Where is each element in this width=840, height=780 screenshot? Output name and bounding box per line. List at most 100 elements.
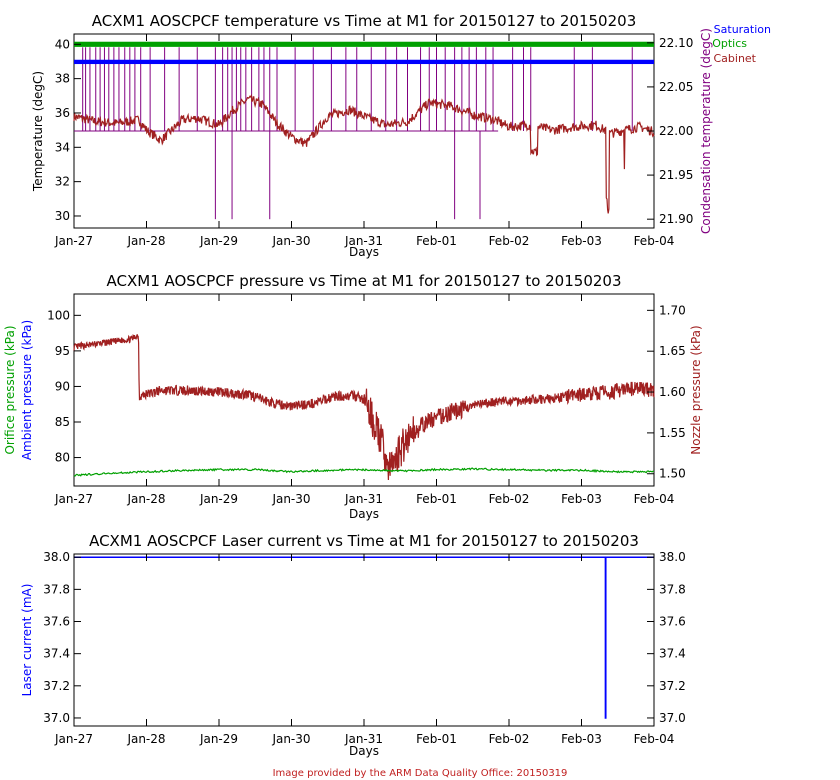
x-tick-label: Feb-03 <box>561 732 602 746</box>
laser-y-ticks-right: 37.0 37.2 37.4 37.6 37.8 38.0 <box>647 550 686 725</box>
x-tick-label: Jan-29 <box>199 234 238 248</box>
y-tick-label-right: 21.90 <box>659 212 693 226</box>
x-tick-label: Jan-28 <box>126 732 165 746</box>
x-tick-label: Feb-04 <box>634 492 675 506</box>
x-tick-label: Jan-30 <box>271 234 310 248</box>
pressure-y-ticks-right: 1.50 1.55 1.60 1.65 1.70 <box>647 303 686 481</box>
y-tick-label-left: 80 <box>55 451 70 465</box>
y-tick-label-left: 90 <box>55 379 70 393</box>
pressure-x-ticks: Jan-27 Jan-28 Jan-29 Jan-30 Jan-31 Feb-01 Feb-… <box>54 294 674 506</box>
pressure-title: ACXM1 AOSCPCF pressure vs Time at M1 for… <box>107 272 622 290</box>
cabinet-line <box>73 93 655 214</box>
laser-title: ACXM1 AOSCPCF Laser current vs Time at M… <box>89 532 639 550</box>
y-tick-label-right: 1.65 <box>659 344 686 358</box>
footer-credit: Image provided by the ARM Data Quality O… <box>273 768 568 779</box>
y-tick-label-right: 37.6 <box>659 615 686 629</box>
pressure-x-label: Days <box>349 507 379 521</box>
temperature-title: ACXM1 AOSCPCF temperature vs Time at M1 … <box>92 12 636 30</box>
y-tick-label-right: 37.0 <box>659 711 686 725</box>
y-tick-label-left: 37.8 <box>43 582 70 596</box>
x-tick-label: Jan-30 <box>271 732 310 746</box>
y-tick-label-left: 37.4 <box>43 647 70 661</box>
x-tick-label: Feb-04 <box>634 234 675 248</box>
laser-y-ticks-left: 37.0 37.2 37.4 37.6 37.8 38.0 <box>43 550 81 725</box>
x-tick-label: Jan-31 <box>344 492 383 506</box>
y-tick-label-right: 1.70 <box>659 303 686 317</box>
pressure-panel: ACXM1 AOSCPCF pressure vs Time at M1 for… <box>3 272 703 521</box>
nozzle-pressure-line <box>73 333 655 481</box>
laser-current-series <box>74 556 654 719</box>
laser-x-label: Days <box>349 744 379 758</box>
legend-optics: Optics <box>712 37 747 50</box>
laser-current-y-label: Laser current (mA) <box>20 584 34 697</box>
x-tick-label: Jan-28 <box>126 234 165 248</box>
x-tick-label: Jan-30 <box>271 492 310 506</box>
x-tick-label: Jan-27 <box>54 234 93 248</box>
laser-current-line <box>74 556 654 719</box>
x-tick-label: Feb-03 <box>561 492 602 506</box>
y-tick-label-left: 37.0 <box>43 711 70 725</box>
laser-plot-frame <box>73 553 655 727</box>
y-tick-label-left: 30 <box>55 209 70 223</box>
temperature-y-ticks-right: 21.90 21.95 22.00 22.05 22.10 <box>647 36 693 226</box>
temperature-y-ticks-left: 30 32 34 36 38 40 <box>55 37 81 223</box>
temperature-x-label: Days <box>349 245 379 259</box>
x-tick-label: Feb-03 <box>561 234 602 248</box>
x-tick-label: Jan-31 <box>344 234 383 248</box>
y-tick-label-left: 37.6 <box>43 615 70 629</box>
x-tick-label: Jan-27 <box>54 732 93 746</box>
x-tick-label: Jan-29 <box>199 732 238 746</box>
x-tick-label: Jan-27 <box>54 492 93 506</box>
nozzle-pressure-series <box>73 333 655 481</box>
y-tick-label-right: 38.0 <box>659 550 686 564</box>
x-tick-label: Jan-29 <box>199 492 238 506</box>
legend-saturation: Saturation <box>714 23 771 36</box>
y-tick-label-right: 1.50 <box>659 467 686 481</box>
ambient-pressure-y-label: Ambient pressure (kPa) <box>20 320 34 460</box>
orifice-pressure-y-label: Orifice pressure (kPa) <box>3 325 17 454</box>
optics-band <box>74 41 654 47</box>
y-tick-label-left: 38.0 <box>43 550 70 564</box>
y-tick-label-right: 22.00 <box>659 124 693 138</box>
y-tick-label-left: 85 <box>55 415 70 429</box>
temperature-x-ticks: Jan-27 Jan-28 Jan-29 Jan-30 Jan-31 Feb-01 Feb-… <box>54 34 674 248</box>
condensation-series <box>74 47 633 220</box>
y-tick-label-right: 22.05 <box>659 80 693 94</box>
y-tick-label-left: 34 <box>55 140 70 154</box>
orifice-pressure-series <box>73 467 654 477</box>
y-tick-label-left: 100 <box>47 308 70 322</box>
x-tick-label: Feb-04 <box>634 732 675 746</box>
temperature-y-label-left: Temperature (degC) <box>31 71 45 192</box>
x-tick-label: Feb-01 <box>416 732 457 746</box>
x-tick-label: Feb-02 <box>489 234 530 248</box>
x-tick-label: Jan-31 <box>344 732 383 746</box>
x-tick-label: Feb-02 <box>489 492 530 506</box>
x-tick-label: Jan-28 <box>126 492 165 506</box>
condensation-y-label-right: Condensation temperature (degC) <box>699 28 713 234</box>
y-tick-label-left: 38 <box>55 72 70 86</box>
y-tick-label-left: 36 <box>55 106 70 120</box>
y-tick-label-right: 1.60 <box>659 385 686 399</box>
y-tick-label-right: 37.2 <box>659 679 686 693</box>
laser-x-ticks: Jan-27 Jan-28 Jan-29 Jan-30 Jan-31 Feb-01 Feb-… <box>54 554 674 746</box>
y-tick-label-right: 1.55 <box>659 426 686 440</box>
x-tick-label: Feb-01 <box>416 492 457 506</box>
y-tick-label-left: 95 <box>55 344 70 358</box>
saturation-series <box>74 59 654 65</box>
saturation-band <box>74 59 654 65</box>
optics-series <box>74 41 654 47</box>
y-tick-label-right: 22.10 <box>659 36 693 50</box>
y-tick-label-right: 37.4 <box>659 647 686 661</box>
y-tick-label-left: 37.2 <box>43 679 70 693</box>
y-tick-label-left: 32 <box>55 175 70 189</box>
laser-panel: ACXM1 AOSCPCF Laser current vs Time at M… <box>20 532 686 758</box>
y-tick-label-left: 40 <box>55 37 70 51</box>
legend-cabinet: Cabinet <box>713 52 756 65</box>
pressure-y-ticks-left: 80 85 90 95 100 <box>47 308 81 465</box>
y-tick-label-right: 21.95 <box>659 168 693 182</box>
orifice-pressure-line <box>73 467 654 477</box>
cabinet-series <box>73 93 655 214</box>
x-tick-label: Feb-02 <box>489 732 530 746</box>
nozzle-pressure-y-label: Nozzle pressure (kPa) <box>689 325 703 454</box>
